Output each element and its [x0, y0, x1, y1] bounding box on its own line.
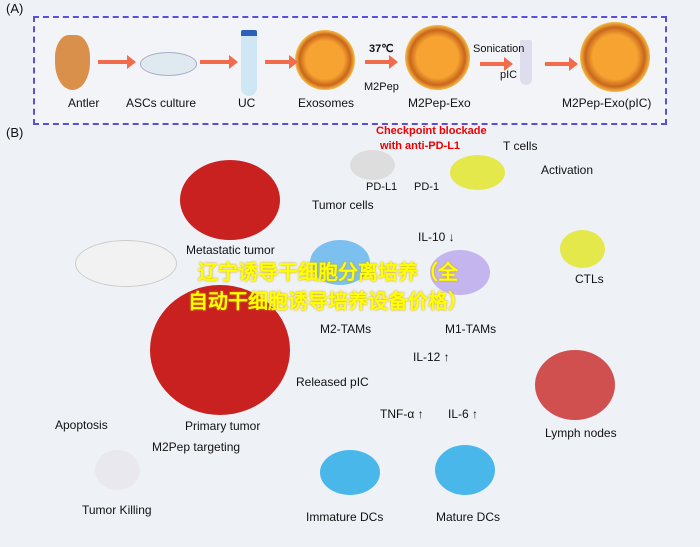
m2-tams-label: M2-TAMs [320, 322, 372, 336]
m2pep-exo-icon [405, 25, 470, 90]
il10-label: IL-10 ↓ [418, 230, 455, 244]
pdl1-label: PD-L1 [366, 181, 398, 193]
deer-icon [55, 35, 90, 90]
exosome-icon [295, 30, 355, 90]
step-m2pep-exo: M2Pep-Exo [408, 96, 471, 110]
ctls-label: CTLs [575, 272, 604, 286]
metastatic-label: Metastatic tumor [186, 243, 275, 257]
step-exosomes: Exosomes [298, 96, 355, 110]
targeting-label: M2Pep targeting [152, 440, 241, 454]
checkpoint-label-2: with anti-PD-L1 [380, 140, 461, 152]
eppendorf-icon [520, 40, 532, 85]
step-ascs: ASCs culture [126, 96, 197, 110]
lymph-node-icon [535, 350, 615, 420]
t-cell-icon [450, 155, 505, 190]
mouse-icon [75, 240, 177, 287]
temp-label: 37℃ [369, 43, 394, 55]
arrow [200, 55, 238, 69]
checkpoint-label: Checkpoint blockade [376, 125, 487, 137]
primary-tumor-label: Primary tumor [185, 419, 261, 433]
pic-label: pIC [500, 69, 518, 81]
watermark-line2: 自动干细胞诱导培养设备价格） [188, 291, 468, 313]
mature-dc-icon [435, 445, 495, 495]
m2pep-exo-pic-icon [580, 22, 650, 92]
t-cells-label: T cells [503, 139, 538, 153]
tnf-label: TNF-α ↑ [380, 407, 424, 421]
primary-tumor-icon [150, 285, 290, 415]
step-uc: UC [238, 96, 256, 110]
panel-a-label: (A) [6, 1, 24, 16]
il6-label: IL-6 ↑ [448, 407, 479, 421]
arrow [365, 55, 398, 69]
lymph-nodes-label: Lymph nodes [545, 426, 617, 440]
dead-cell-icon [95, 450, 140, 490]
tumor-cell-icon [350, 150, 395, 180]
pd1-label: PD-1 [414, 181, 440, 193]
panel-b-label: (B) [6, 125, 24, 140]
arrow [480, 57, 513, 71]
tube-icon [241, 30, 257, 96]
arrow [98, 55, 136, 69]
tumor-cells-label: Tumor cells [312, 198, 374, 212]
ctl-icon [560, 230, 605, 268]
m1-tams-label: M1-TAMs [445, 322, 497, 336]
il12-label: IL-12 ↑ [413, 350, 450, 364]
peptide-label: M2Pep [364, 81, 399, 93]
m1-tam-icon [430, 250, 490, 295]
activation-label: Activation [541, 163, 594, 177]
mature-dcs-label: Mature DCs [436, 510, 501, 524]
dish-icon [140, 52, 197, 76]
sonication-label: Sonication [473, 43, 525, 55]
m2-tam-icon [310, 240, 370, 285]
metastatic-tumor-icon [180, 160, 280, 240]
apoptosis-label: Apoptosis [55, 418, 108, 432]
released-pic-label: Released pIC [296, 375, 369, 389]
step-antler: Antler [68, 96, 100, 110]
arrow [265, 55, 298, 69]
step-m2pep-exo-pic: M2Pep-Exo(pIC) [562, 96, 652, 110]
tumor-killing-label: Tumor Killing [82, 503, 152, 517]
immature-dc-icon [320, 450, 380, 495]
watermark-line1: 辽宁诱导干细胞分离培养（全 [198, 262, 458, 284]
immature-dcs-label: Immature DCs [306, 510, 384, 524]
arrow [545, 57, 578, 71]
